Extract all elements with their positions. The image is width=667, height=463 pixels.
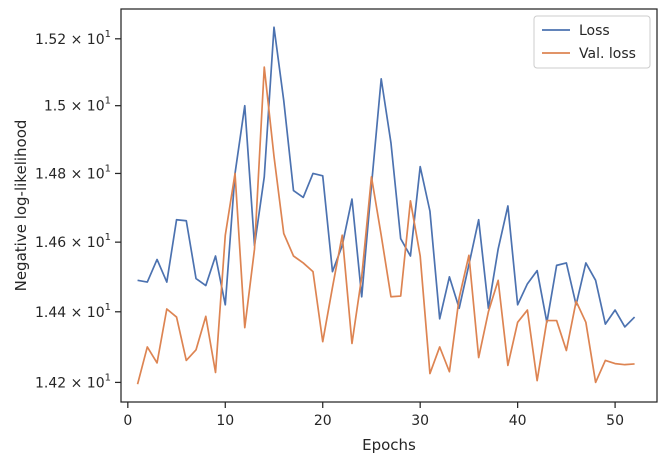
y-tick-exponent: 1 xyxy=(105,29,111,40)
y-tick-base: 10 xyxy=(87,235,105,251)
y-tick-exponent: 1 xyxy=(105,96,111,107)
y-tick-times: × xyxy=(66,305,87,321)
x-axis-label: Epochs xyxy=(362,436,416,454)
y-tick-mantissa: 1.44 xyxy=(35,305,66,321)
plot-area xyxy=(120,8,658,403)
y-tick-base: 10 xyxy=(87,166,105,182)
y-tick-exponent: 1 xyxy=(105,372,111,383)
y-tick-times: × xyxy=(66,166,87,182)
y-tick-mantissa: 1.52 xyxy=(35,32,66,48)
series-line-loss xyxy=(137,26,636,328)
y-tick-mantissa: 1.5 xyxy=(44,99,66,115)
legend: Loss Val. loss xyxy=(533,15,651,69)
y-tick-times: × xyxy=(66,235,87,251)
y-axis-label: Negative log-likelihood xyxy=(12,120,30,292)
x-tick-label: 50 xyxy=(606,413,624,429)
y-tick-times: × xyxy=(66,375,87,391)
x-tick-label: 20 xyxy=(314,413,332,429)
y-tick-label: 1.48 × 101 xyxy=(35,163,111,182)
x-axis: 0 10 20 30 40 50 xyxy=(123,402,624,429)
y-tick-mantissa: 1.42 xyxy=(35,375,66,391)
y-tick-exponent: 1 xyxy=(105,302,111,313)
y-tick-label: 1.52 × 101 xyxy=(35,29,111,48)
y-tick-label: 1.42 × 101 xyxy=(35,372,111,391)
y-tick-base: 10 xyxy=(87,32,105,48)
y-tick-exponent: 1 xyxy=(105,232,111,243)
series-layer xyxy=(136,26,636,385)
legend-label: Val. loss xyxy=(579,46,636,62)
y-tick-base: 10 xyxy=(87,99,105,115)
y-tick-label: 1.44 × 101 xyxy=(35,302,111,321)
y-tick-mantissa: 1.48 xyxy=(35,166,66,182)
series-line-val-loss xyxy=(136,66,635,385)
y-tick-times: × xyxy=(66,99,87,115)
y-tick-base: 10 xyxy=(87,375,105,391)
x-tick-label: 0 xyxy=(123,413,132,429)
y-tick-label: 1.5 × 101 xyxy=(44,96,111,115)
y-tick-label: 1.46 × 101 xyxy=(35,232,111,251)
legend-box xyxy=(533,15,651,69)
y-tick-mantissa: 1.46 xyxy=(35,235,66,251)
legend-label: Loss xyxy=(579,23,610,39)
y-tick-exponent: 1 xyxy=(105,163,111,174)
x-tick-label: 40 xyxy=(509,413,527,429)
y-tick-base: 10 xyxy=(87,305,105,321)
x-tick-label: 30 xyxy=(411,413,429,429)
x-tick-label: 10 xyxy=(216,413,234,429)
plot-frame xyxy=(120,8,658,403)
y-tick-times: × xyxy=(66,32,87,48)
